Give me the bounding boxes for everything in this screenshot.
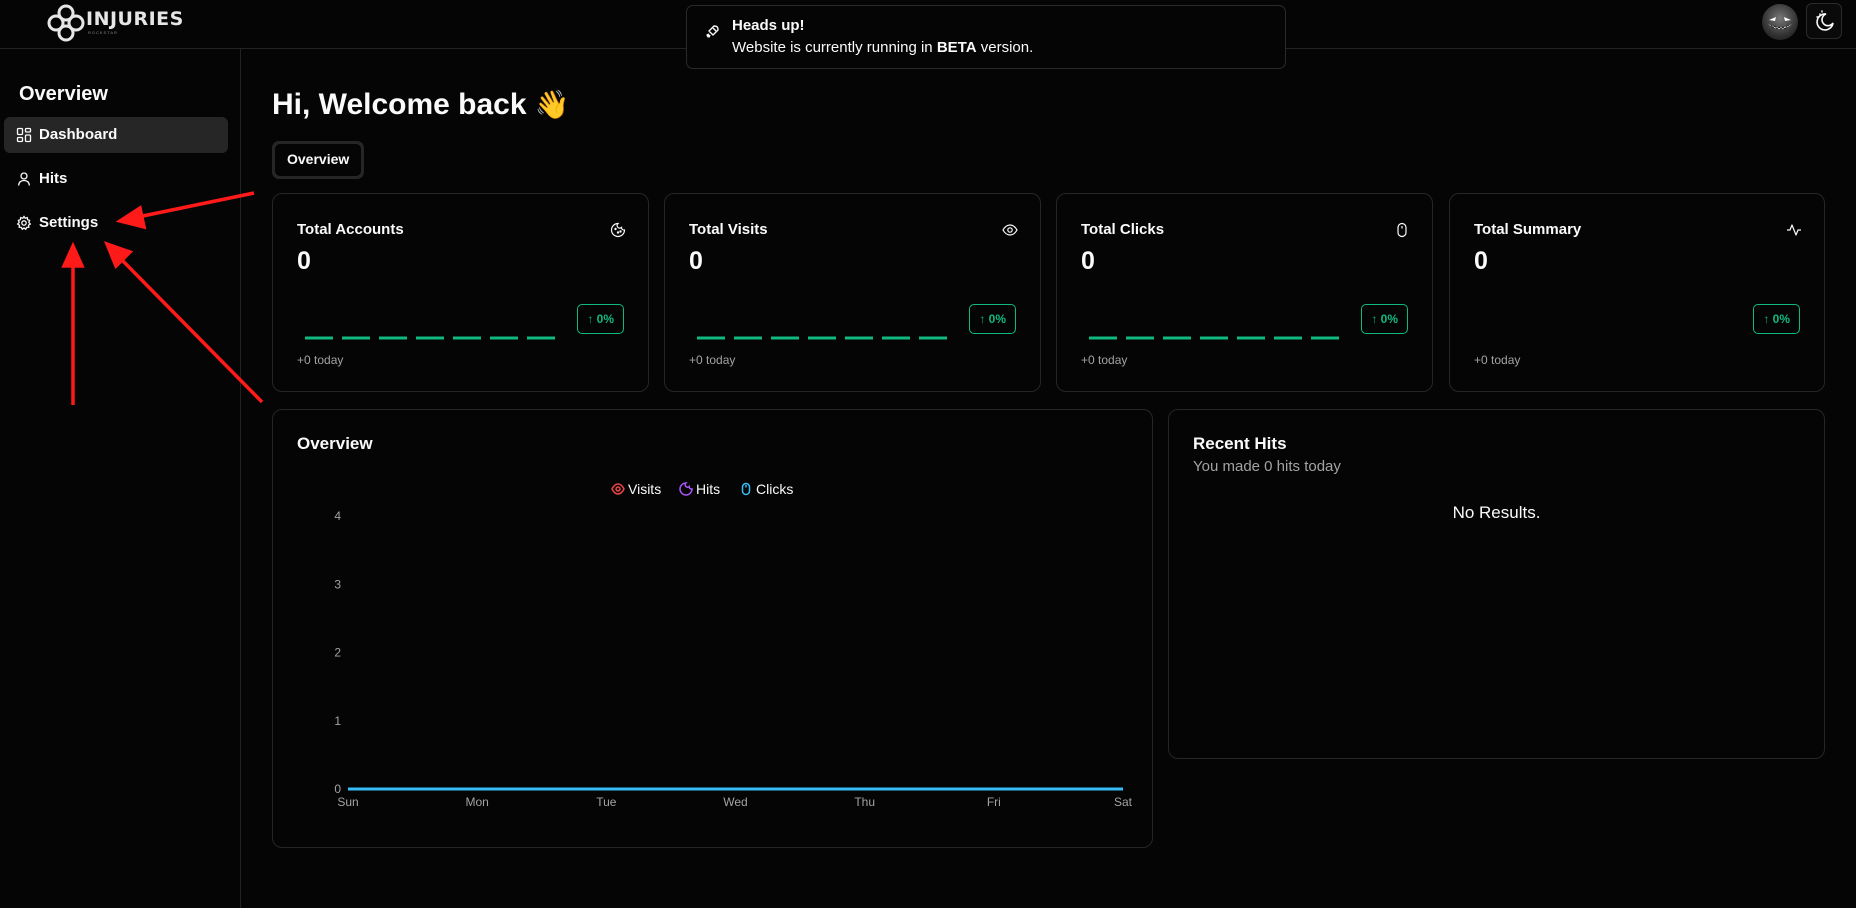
stat-footnote: +0 today [689,353,736,367]
sidebar-item-label: Dashboard [39,126,118,143]
cookie-icon [610,222,626,238]
sidebar: Overview Dashboard Hits Se [0,49,241,908]
y-tick-label: 0 [334,782,341,796]
arrow-up-icon: ↑ [587,312,594,326]
empty-state: No Results. [1452,503,1541,522]
stat-change-badge: ↑ 0% [1361,304,1408,334]
eye-icon [611,483,625,495]
x-tick-label: Wed [723,795,747,809]
mouse-icon [1397,222,1407,238]
alert-title: Heads up! [732,17,805,34]
gear-icon [16,215,32,231]
sidebar-item-dashboard[interactable]: Dashboard [4,117,228,153]
stat-card-total-accounts: Total Accounts 0 ↑ 0% +0 today [272,193,649,392]
moon-sun-icon [1816,10,1834,31]
alert-body-bold: BETA [936,39,977,56]
wave-emoji: 👋 [534,89,570,120]
stat-value: 0 [1474,247,1488,275]
user-icon [17,172,31,186]
theme-toggle-button[interactable] [1806,3,1842,39]
y-tick-label: 4 [334,509,341,523]
stat-value: 0 [297,247,311,275]
x-tick-label: Sat [1114,795,1133,809]
sidebar-heading: Overview [19,83,108,105]
tab-list: Overview [272,141,365,179]
arrow-up-icon: ↑ [979,312,986,326]
x-tick-label: Mon [465,795,488,809]
logo-icon[interactable] [44,3,88,43]
recent-hits-subtitle: You made 0 hits today [1193,458,1341,475]
arrow-up-icon: ↑ [1371,312,1378,326]
stat-card-total-clicks: Total Clicks 0 ↑ 0% +0 today [1056,193,1433,392]
stat-change-value: 0% [1380,312,1398,326]
stat-change-badge: ↑ 0% [1753,304,1800,334]
sidebar-item-settings[interactable]: Settings [4,205,228,241]
legend-label: Hits [696,481,720,497]
cookie-icon [679,482,693,496]
logo-text: INJURIES [86,8,184,30]
stat-change-value: 0% [596,312,614,326]
y-tick-label: 3 [334,577,341,591]
beta-alert: Heads up! Website is currently running i… [686,5,1286,69]
stat-footnote: +0 today [1081,353,1128,367]
x-tick-label: Thu [854,795,875,809]
stat-card-total-visits: Total Visits 0 ↑ 0% +0 today [664,193,1041,392]
stat-footnote: +0 today [297,353,344,367]
arrow-up-icon: ↑ [1763,312,1770,326]
stat-value: 0 [1081,247,1095,275]
stat-change-badge: ↑ 0% [577,304,624,334]
legend-label: Visits [628,481,661,497]
x-tick-label: Fri [987,795,1001,809]
stat-card-total-summary: Total Summary 0 ↑ 0% +0 today [1449,193,1825,392]
sparkline [697,336,949,340]
stat-value: 0 [689,247,703,275]
recent-hits-panel: Recent Hits You made 0 hits today No Res… [1168,409,1825,759]
stat-title: Total Visits [689,221,768,238]
x-tick-label: Sun [337,795,358,809]
stat-title: Total Summary [1474,221,1582,238]
sparkline [305,336,557,340]
y-tick-label: 2 [334,646,341,660]
stat-title: Total Accounts [297,221,404,238]
stat-change-value: 0% [1772,312,1790,326]
avatar-face-icon [1768,17,1792,30]
greeting-text: Hi, Welcome back [272,88,527,121]
legend-label: Clicks [756,481,793,497]
alert-body-suffix: version. [976,39,1034,56]
dashboard-icon [16,127,32,143]
sidebar-item-hits[interactable]: Hits [4,161,228,197]
sidebar-item-label: Hits [39,170,68,187]
sidebar-item-label: Settings [39,214,99,231]
tab-overview[interactable]: Overview [275,144,362,176]
stat-footnote: +0 today [1474,353,1521,367]
sparkline [1089,336,1341,340]
stat-title: Total Clicks [1081,221,1165,238]
logo-subtext: ROCKSTAR [88,30,118,35]
overview-panel-title: Overview [297,434,373,453]
alert-body-prefix: Website is currently running in [732,39,937,56]
alert-body: Website is currently running in BETA ver… [732,39,1033,56]
stat-change-value: 0% [988,312,1006,326]
y-tick-label: 1 [334,714,341,728]
stat-change-badge: ↑ 0% [969,304,1016,334]
rocket-icon [706,25,719,38]
recent-hits-title: Recent Hits [1193,434,1287,453]
overview-chart-panel: Overview 0 1 2 3 4 Sun Mon Tue Wed Thu Fri Sat Visit… [272,409,1153,848]
eye-icon [1002,224,1018,236]
overview-chart: 0 1 2 3 4 Sun Mon Tue Wed Thu Fri Sat Visits Hits Clic… [334,481,1133,809]
activity-icon [1787,224,1801,236]
x-tick-label: Tue [596,795,617,809]
page-title: Hi, Welcome back 👋 [272,88,570,122]
mouse-icon [741,482,751,496]
avatar[interactable] [1762,4,1798,40]
